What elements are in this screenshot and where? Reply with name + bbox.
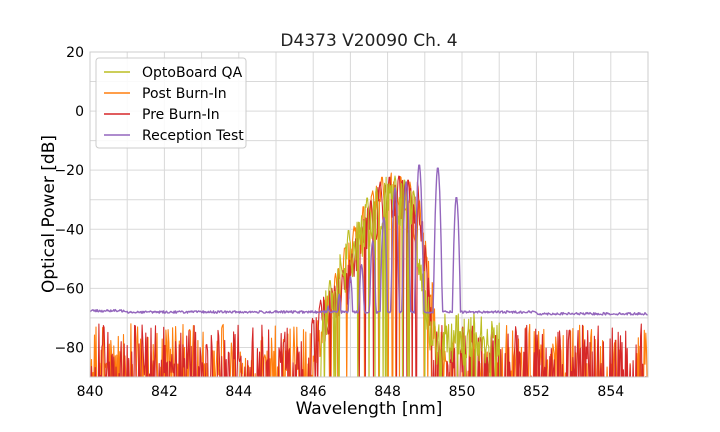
series-layer (90, 164, 648, 377)
x-axis-label: Wavelength [nm] (296, 399, 443, 419)
legend: OptoBoard QA Post Burn-In Pre Burn-In Recep… (95, 57, 247, 149)
y-tick-label: −60 (54, 281, 84, 297)
legend-label: OptoBoard QA (142, 65, 243, 81)
series-line-reception-test (90, 164, 648, 316)
x-tick-label: 848 (374, 384, 401, 400)
y-axis-label: Optical Power [dB] (39, 135, 59, 293)
x-tick-label: 842 (151, 384, 178, 400)
y-tick-label: −20 (54, 163, 84, 179)
y-tick-label: −80 (54, 340, 84, 356)
x-tick-label: 850 (449, 384, 476, 400)
legend-label: Pre Burn-In (142, 107, 220, 123)
x-tick-label: 840 (77, 384, 104, 400)
series-line-post-burn-in (90, 172, 648, 377)
plot-frame (89, 51, 649, 378)
legend-label: Reception Test (142, 128, 244, 144)
x-tick-label: 844 (225, 384, 252, 400)
legend-box (95, 57, 247, 149)
y-tick-label: 20 (66, 45, 84, 61)
y-tick-label: −40 (54, 222, 84, 238)
chart-title: D4373 V20090 Ch. 4 (280, 31, 457, 51)
tick-labels: 840 842 844 846 848 850 852 854 20 0 −20 −40 −60 −80 (54, 45, 624, 400)
legend-label: Post Burn-In (142, 86, 227, 102)
x-tick-label: 846 (300, 384, 327, 400)
series-line-pre-burn-in (90, 175, 647, 377)
x-tick-label: 854 (597, 384, 624, 400)
x-tick-label: 852 (523, 384, 550, 400)
y-tick-label: 0 (75, 104, 84, 120)
